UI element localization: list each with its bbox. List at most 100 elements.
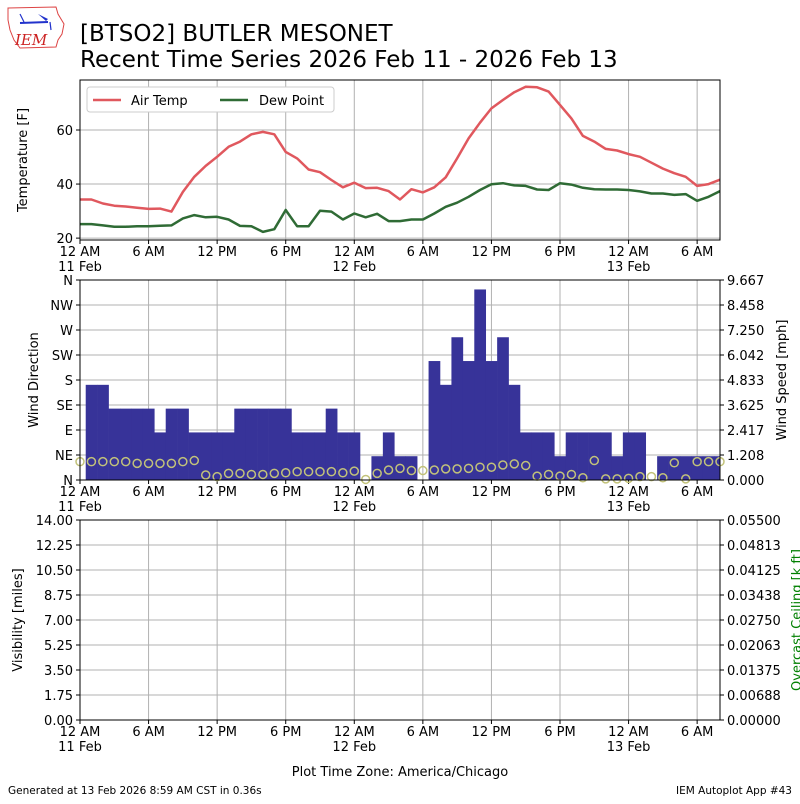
wind-direction-point — [109, 456, 120, 467]
y2-tick-label: 0.04813 — [727, 539, 781, 554]
wind-speed-bar — [280, 408, 292, 480]
y2-tick-label: 8.458 — [727, 299, 764, 314]
wind-speed-bar — [120, 408, 132, 480]
wind-direction-point — [338, 468, 348, 478]
wind-speed-bar — [154, 432, 167, 480]
x-tick-label: 12 AM — [608, 245, 649, 260]
wind-speed-bar — [520, 432, 532, 480]
wind-speed-bar — [668, 456, 681, 480]
wind-direction-point — [669, 458, 680, 468]
wind-direction-point — [269, 468, 280, 479]
wind-direction-point — [132, 458, 142, 469]
wind-direction-point — [223, 468, 234, 479]
wind-direction-point — [658, 473, 668, 483]
wind-direction-point — [486, 462, 497, 472]
wind-direction-point — [452, 464, 462, 474]
x-tick-label: 12 AM — [60, 245, 101, 260]
x-tick-label: 6 PM — [544, 725, 575, 740]
x-tick-label: 12 PM — [197, 725, 237, 740]
x-date-label: 12 Feb — [332, 740, 376, 755]
y-axis-label: Temperature [F] — [16, 108, 31, 213]
wind-speed-bar — [337, 432, 349, 480]
x-date-label: 11 Feb — [58, 260, 102, 275]
y2-tick-label: 0.02063 — [727, 639, 781, 654]
wind-speed-bar — [200, 432, 212, 480]
wind-speed-bar — [211, 432, 224, 480]
wind-direction-point — [623, 473, 634, 484]
wind-speed-bar — [348, 432, 361, 480]
wind-speed-bar — [714, 456, 721, 480]
y-tick-label: 40 — [56, 178, 73, 193]
wind-speed-bar — [531, 432, 544, 480]
wind-speed-bar — [257, 408, 269, 480]
wind-speed-bar — [314, 432, 327, 480]
y2-tick-label: 0.00688 — [727, 689, 781, 704]
wind-speed-bar — [371, 456, 384, 480]
wind-direction-point — [566, 469, 577, 480]
wind-direction-point — [120, 456, 131, 467]
wind-speed-bar — [382, 432, 395, 480]
legend-dew-point-label: Dew Point — [259, 94, 324, 109]
y2-tick-label: 7.250 — [727, 324, 764, 339]
wind-direction-point — [349, 466, 360, 476]
y-tick-label: E — [65, 424, 73, 439]
wind-direction-point — [383, 465, 394, 475]
wind-direction-point — [440, 464, 451, 474]
wind-direction-point — [395, 463, 405, 474]
wind-direction-point — [509, 459, 520, 469]
x-tick-label: 6 AM — [132, 245, 165, 260]
wind-speed-bar — [462, 361, 475, 480]
wind-speed-bar — [485, 361, 498, 480]
y2-tick-label: 1.208 — [727, 449, 764, 464]
wind-speed-bar — [177, 408, 189, 480]
wind-speed-bar — [474, 289, 487, 480]
y2-tick-label: 0.04125 — [727, 564, 781, 579]
y2-tick-label: 9.667 — [727, 274, 764, 289]
x-tick-label: 6 PM — [270, 485, 301, 500]
wind-direction-point — [498, 460, 508, 470]
wind-speed-bar — [222, 432, 235, 480]
x-tick-label: 6 PM — [270, 725, 301, 740]
wind-speed-bar — [611, 456, 624, 480]
wind-speed-bar — [600, 432, 612, 480]
y-axis-label: Wind Direction — [27, 332, 42, 428]
wind-direction-point — [246, 469, 257, 480]
y-tick-label: 14.00 — [36, 514, 73, 529]
wind-direction-point — [475, 462, 485, 472]
wind-speed-bar — [508, 384, 521, 480]
wind-direction-point — [463, 463, 474, 474]
wind-direction-point — [315, 466, 325, 477]
wind-speed-bar — [577, 432, 589, 480]
wind-direction-point — [200, 470, 211, 480]
wind-direction-point — [635, 471, 645, 482]
x-date-label: 11 Feb — [58, 500, 102, 515]
y-tick-label: 60 — [56, 124, 73, 139]
y2-tick-label: 4.833 — [727, 374, 764, 389]
timezone-label: Plot Time Zone: America/Chicago — [292, 765, 508, 780]
generated-text: Generated at 13 Feb 2026 8:59 AM CST in … — [8, 785, 262, 797]
wind-speed-bar — [405, 456, 418, 480]
x-tick-label: 6 AM — [132, 485, 165, 500]
x-date-label: 13 Feb — [607, 740, 651, 755]
wind-direction-point — [235, 468, 245, 479]
x-tick-label: 6 AM — [407, 725, 440, 740]
x-date-label: 12 Feb — [332, 260, 376, 275]
x-tick-label: 12 AM — [334, 725, 375, 740]
axes-frame — [79, 79, 721, 241]
wind-direction-point — [189, 455, 200, 466]
x-tick-label: 6 AM — [681, 485, 714, 500]
y2-tick-label: 0.000 — [727, 474, 764, 489]
wind-direction-point — [326, 466, 337, 477]
x-date-label: 13 Feb — [607, 500, 651, 515]
wind-direction-point — [429, 465, 440, 475]
wind-direction-point — [178, 456, 188, 467]
wind-speed-bar — [291, 432, 304, 480]
axes-frame — [79, 279, 721, 481]
y2-tick-label: 3.625 — [727, 399, 764, 414]
wind-direction-point — [680, 474, 691, 484]
x-tick-label: 12 PM — [197, 485, 237, 500]
wind-speed-bar — [691, 456, 704, 480]
y-tick-label: SE — [57, 399, 73, 414]
